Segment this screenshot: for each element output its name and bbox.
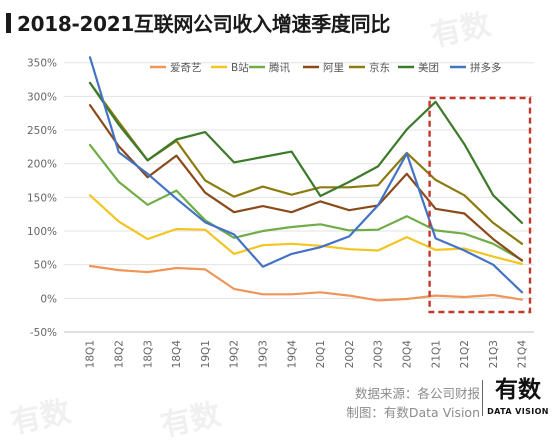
series-line <box>88 103 524 262</box>
line-chart: -50% 0% 50% 100% 150% 200% 250% 300% 350% 18Q1 18Q… <box>27 56 534 369</box>
x-tick-label: 20Q3 <box>373 340 385 368</box>
series-line <box>88 194 524 266</box>
y-tick-label: 200% <box>27 159 57 171</box>
chart-title: 2018-2021互联网公司收入增速季度同比 <box>17 12 391 36</box>
legend-label: 美团 <box>418 61 439 74</box>
series-line <box>88 264 524 302</box>
x-tick-label: 19Q3 <box>257 340 269 368</box>
x-tick-label: 21Q2 <box>459 340 471 368</box>
legend-label: 腾讯 <box>269 61 290 74</box>
y-tick-label: 350% <box>27 58 57 70</box>
x-tick-label: 21Q1 <box>430 340 442 368</box>
x-tick-label: 19Q2 <box>229 340 241 368</box>
legend-label: 爱奇艺 <box>170 61 202 74</box>
y-tick-label: 250% <box>27 125 57 137</box>
y-tick-label: 300% <box>27 91 57 103</box>
x-tick-label: 18Q1 <box>85 340 97 368</box>
y-tick-label: 100% <box>27 226 57 238</box>
series-line <box>88 56 524 294</box>
series-line <box>88 81 524 224</box>
y-tick-label: 150% <box>27 192 57 204</box>
x-tick-label: 20Q2 <box>344 340 356 368</box>
y-tick-label: -50% <box>30 327 57 339</box>
x-tick-label: 19Q4 <box>286 340 298 369</box>
x-tick-label: 19Q1 <box>200 340 212 368</box>
x-tick-label: 20Q4 <box>401 340 413 369</box>
x-tick-label: 18Q2 <box>113 340 125 368</box>
x-tick-label: 18Q4 <box>171 340 183 369</box>
y-tick-label: 50% <box>34 260 57 272</box>
x-tick-label: 21Q3 <box>488 340 500 368</box>
title-marker <box>6 13 11 33</box>
x-tick-label: 21Q4 <box>517 340 529 369</box>
legend-label: 阿里 <box>323 62 344 74</box>
series-line <box>88 143 524 262</box>
legend-label: 京东 <box>369 61 390 74</box>
legend-label: B站 <box>231 61 249 74</box>
legend-label: 拼多多 <box>470 61 502 74</box>
title-bar: 2018-2021互联网公司收入增速季度同比 <box>0 0 556 40</box>
x-tick-label: 20Q1 <box>315 340 327 368</box>
x-tick-label: 18Q3 <box>142 340 154 368</box>
highlight-box <box>428 96 532 314</box>
y-tick-label: 0% <box>40 293 57 305</box>
